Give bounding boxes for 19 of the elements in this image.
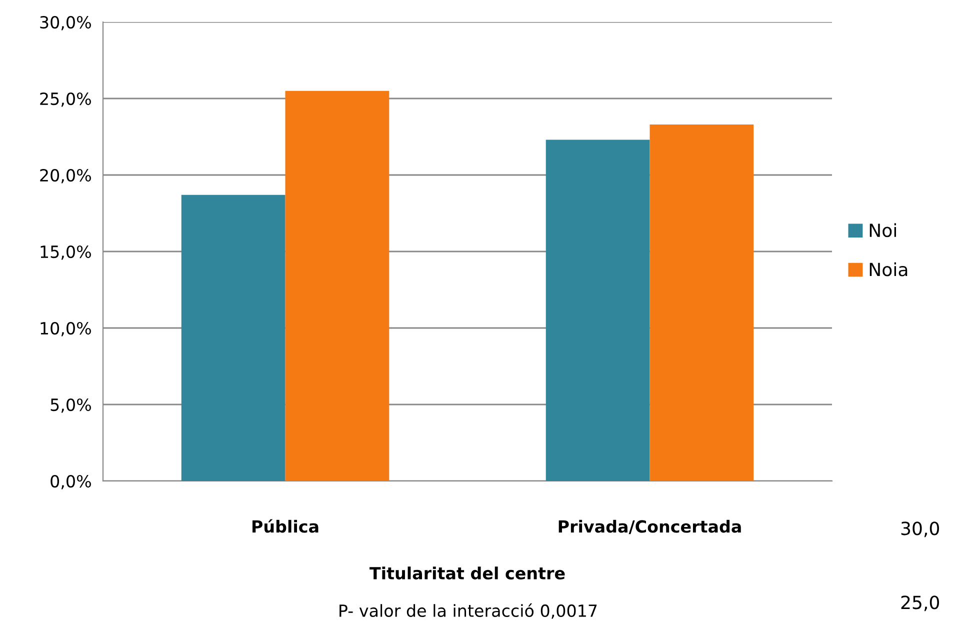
bar — [285, 90, 390, 481]
text: 30,0 — [901, 522, 940, 538]
x-tick-label: Privada/Concertada — [558, 520, 741, 534]
text: P- valor de la interacció 0,0017 — [340, 603, 597, 619]
y-tick-label: 30,0% — [40, 16, 91, 30]
y-tick-label: 10,0% — [40, 322, 91, 336]
bar — [650, 124, 754, 481]
bar — [546, 140, 650, 481]
x-tick-label: Pública — [252, 519, 318, 533]
y-tick-label: 0,0% — [50, 474, 91, 490]
legend-label: Noi — [870, 223, 896, 238]
y-tick-label: 20,0% — [40, 168, 91, 184]
text: 25,0 — [901, 596, 940, 612]
y-tick-label: 15,0% — [40, 245, 91, 260]
x-axis-title: Titularitat del centre — [370, 566, 565, 580]
y-tick-label: 25,0% — [40, 92, 91, 107]
bar — [181, 194, 286, 481]
legend-label: Noia — [870, 262, 908, 276]
y-tick-label: 5,0% — [50, 398, 91, 413]
